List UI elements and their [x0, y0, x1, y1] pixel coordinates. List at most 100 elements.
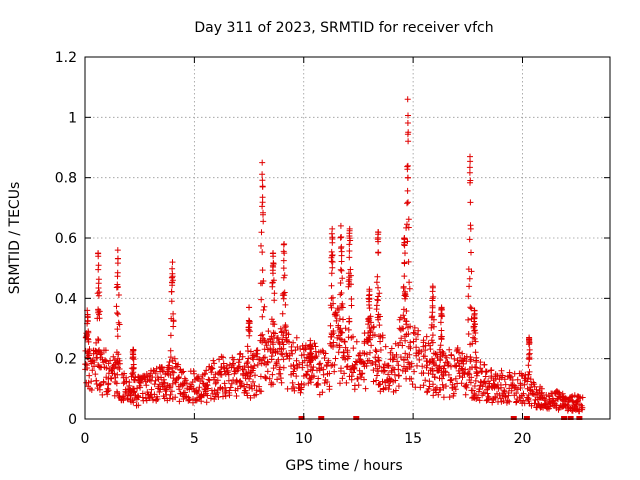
data-point — [391, 371, 398, 378]
data-point — [375, 284, 381, 291]
data-point — [259, 331, 266, 338]
data-point — [462, 366, 469, 373]
data-point — [513, 390, 520, 397]
data-point — [398, 335, 405, 342]
data-point — [373, 348, 380, 355]
data-point — [359, 370, 366, 377]
data-point — [521, 381, 528, 388]
data-point — [333, 317, 340, 324]
data-point — [129, 370, 136, 377]
data-point — [467, 341, 474, 348]
data-point — [379, 334, 386, 341]
data-point — [427, 346, 434, 353]
data-point — [283, 350, 290, 357]
data-point — [476, 397, 483, 404]
data-point — [345, 353, 352, 360]
data-point — [269, 280, 276, 286]
data-point — [354, 375, 361, 382]
y-tick-label: 1 — [68, 110, 77, 126]
data-point — [438, 327, 445, 334]
data-point — [374, 234, 381, 241]
data-point — [370, 324, 377, 331]
data-point — [233, 393, 240, 399]
data-point — [341, 338, 348, 345]
data-point — [388, 367, 395, 374]
data-point — [179, 369, 185, 376]
data-point — [214, 377, 221, 384]
data-point — [471, 335, 478, 342]
data-point — [525, 398, 532, 404]
data-point — [168, 288, 175, 295]
data-point — [289, 379, 296, 386]
data-point — [401, 260, 408, 267]
data-point — [372, 361, 379, 368]
data-point — [96, 382, 103, 389]
data-point — [520, 390, 527, 397]
data-point — [471, 323, 478, 330]
data-point — [448, 363, 454, 370]
data-point — [95, 250, 102, 257]
data-point — [114, 333, 121, 340]
data-point — [396, 372, 402, 379]
data-point — [429, 288, 436, 295]
data-point — [365, 321, 372, 328]
chart-title: Day 311 of 2023, SRMTID for receiver vfc… — [194, 20, 493, 36]
data-point — [467, 153, 473, 160]
data-point — [486, 380, 493, 387]
data-point — [226, 387, 233, 394]
data-point — [257, 332, 264, 339]
data-point — [276, 366, 283, 373]
data-point — [279, 351, 286, 358]
data-point — [170, 323, 177, 330]
data-point — [403, 308, 410, 314]
data-point — [270, 318, 277, 325]
data-point — [473, 364, 480, 371]
data-point — [375, 229, 382, 235]
data-point — [329, 264, 336, 271]
data-point — [337, 380, 343, 387]
data-point — [528, 381, 535, 388]
data-point — [382, 343, 389, 350]
data-point — [237, 350, 244, 357]
data-point — [525, 375, 531, 382]
data-point — [365, 316, 371, 322]
data-point — [568, 394, 575, 400]
data-point — [336, 342, 343, 349]
data-point — [320, 371, 327, 378]
data-point — [114, 310, 120, 316]
data-point — [199, 375, 205, 382]
data-point — [419, 363, 426, 370]
data-point — [338, 267, 345, 274]
data-point — [251, 382, 258, 389]
data-point — [343, 364, 350, 370]
data-point — [467, 177, 474, 184]
y-axis-label: SRMTID / TECUs — [7, 182, 23, 295]
data-point — [406, 351, 413, 358]
data-point — [366, 305, 373, 312]
data-point — [469, 387, 476, 394]
data-point — [377, 338, 384, 345]
data-point — [506, 398, 513, 405]
data-point — [290, 384, 297, 390]
data-point — [468, 249, 474, 256]
data-point — [95, 285, 102, 291]
data-point — [501, 388, 508, 395]
data-point — [261, 303, 268, 310]
data-point — [253, 387, 260, 394]
data-point — [347, 237, 354, 244]
data-point — [433, 351, 440, 358]
data-point — [282, 323, 289, 330]
data-point — [406, 279, 413, 286]
grid-lines — [85, 57, 610, 419]
data-point — [366, 286, 373, 293]
data-point — [429, 368, 436, 374]
data-point — [259, 194, 266, 201]
data-point — [85, 338, 92, 345]
data-point — [525, 362, 532, 369]
data-point — [317, 360, 324, 367]
data-point — [377, 388, 384, 395]
data-point — [401, 235, 408, 241]
data-point — [422, 353, 428, 360]
data-point — [130, 356, 137, 363]
